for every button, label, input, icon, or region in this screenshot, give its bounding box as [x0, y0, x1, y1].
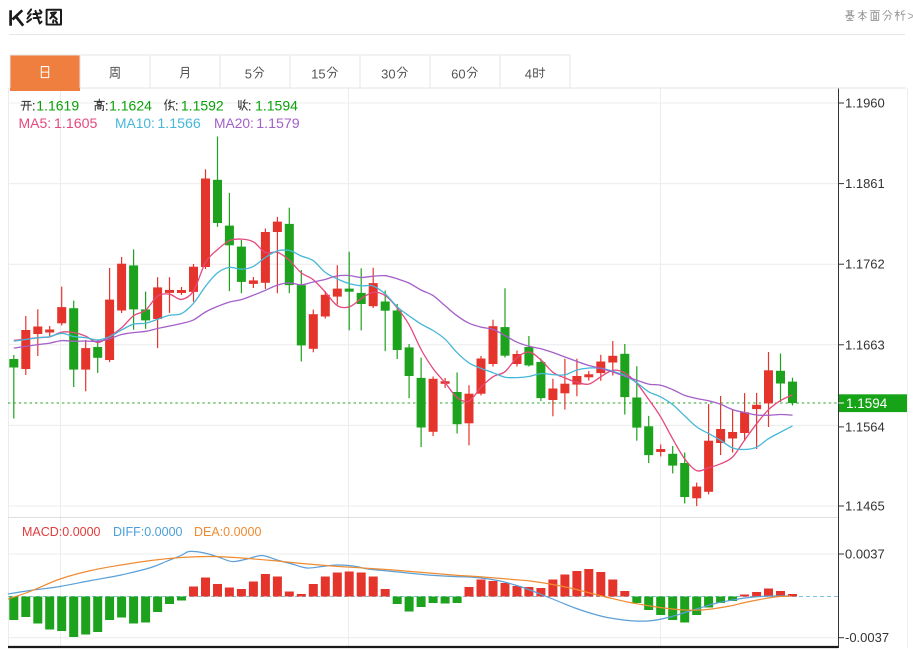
- svg-text:1.1594: 1.1594: [255, 98, 298, 114]
- svg-text:MACD:0.0000: MACD:0.0000: [22, 525, 101, 539]
- svg-text:1.1619: 1.1619: [36, 98, 79, 114]
- svg-text:0.0037: 0.0037: [845, 547, 885, 562]
- svg-text:MA20:: MA20:: [214, 116, 254, 131]
- svg-text:1.1960: 1.1960: [845, 96, 885, 111]
- svg-text:30: 30: [381, 67, 395, 82]
- svg-text:1.1594: 1.1594: [846, 396, 888, 411]
- svg-text:1.1624: 1.1624: [109, 98, 152, 114]
- svg-text:4: 4: [525, 67, 532, 82]
- svg-text:1.1465: 1.1465: [845, 499, 885, 514]
- svg-text:15: 15: [311, 67, 325, 82]
- svg-text:1.1564: 1.1564: [845, 419, 885, 434]
- svg-text:MA5:: MA5:: [19, 115, 52, 131]
- svg-text:1.1663: 1.1663: [845, 337, 885, 352]
- svg-text:1.1861: 1.1861: [845, 176, 885, 191]
- svg-text:DIFF:0.0000: DIFF:0.0000: [113, 525, 183, 539]
- svg-text:1.1579: 1.1579: [256, 116, 300, 132]
- svg-text:1.1592: 1.1592: [181, 98, 224, 114]
- svg-text:DEA:0.0000: DEA:0.0000: [194, 525, 261, 539]
- svg-text::: :: [105, 98, 109, 114]
- svg-text:60: 60: [451, 67, 465, 82]
- svg-text::: :: [175, 98, 179, 114]
- svg-text:1.1566: 1.1566: [157, 116, 201, 132]
- svg-text::: :: [32, 98, 36, 114]
- svg-text:MA10:: MA10:: [115, 116, 155, 131]
- svg-text:1.1762: 1.1762: [845, 257, 885, 272]
- svg-text:>: >: [908, 9, 913, 23]
- svg-text:5: 5: [245, 67, 252, 82]
- svg-text:-0.0037: -0.0037: [845, 630, 889, 645]
- svg-text::: :: [248, 98, 252, 114]
- svg-text:1.1605: 1.1605: [54, 116, 98, 132]
